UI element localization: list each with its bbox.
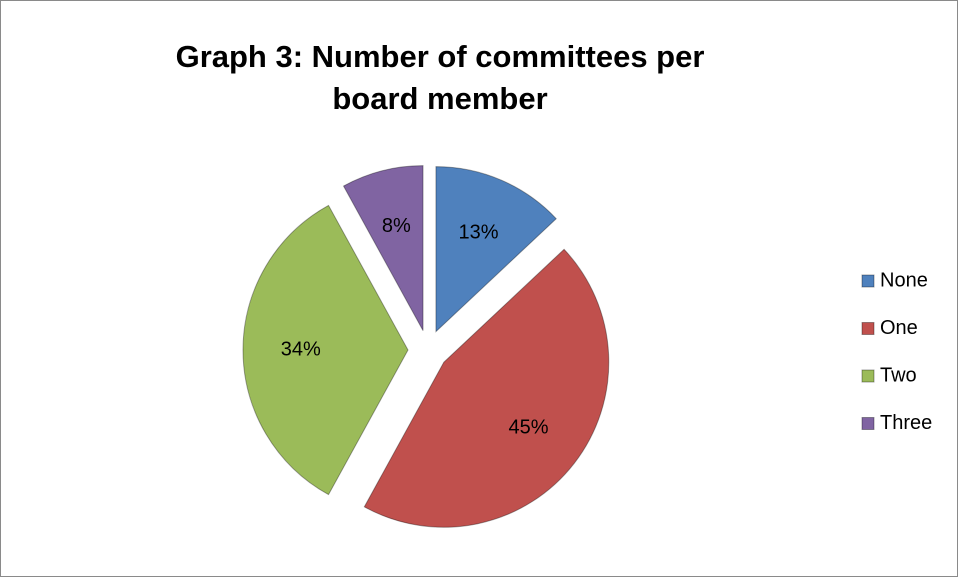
chart-title: Graph 3: Number of committees per board … [175,39,705,116]
legend-label: None [880,269,928,291]
legend-label: Three [880,412,932,434]
legend-swatch [861,274,875,288]
legend-label: One [880,317,918,339]
pie-slice [435,166,557,333]
pie-slice [242,204,409,496]
data-label: 13% [459,221,499,243]
data-label: 45% [509,416,549,438]
legend-swatch [861,322,875,335]
legend-swatch [861,417,875,430]
pie-slice [342,165,424,331]
data-label: 8% [382,215,411,237]
data-label: 34% [281,338,321,360]
legend-swatch [861,369,875,383]
pie-slice [363,248,610,528]
legend-label: Two [880,364,917,386]
